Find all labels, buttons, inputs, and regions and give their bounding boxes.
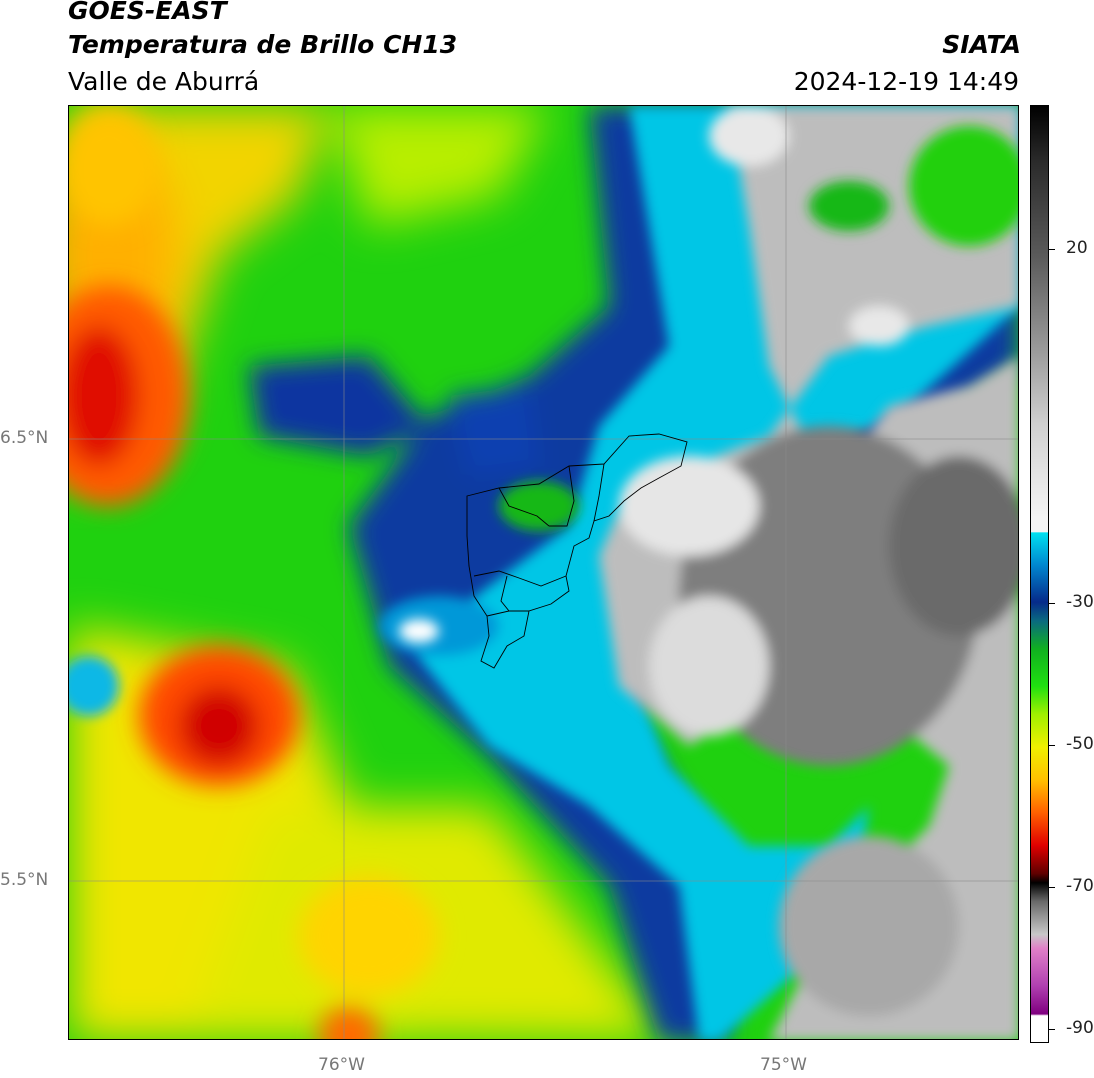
colorbar-tick (1049, 603, 1055, 604)
lat-tick-label: 5.5°N (0, 870, 49, 890)
colorbar-tick (1049, 1029, 1055, 1030)
lat-tick-label: 6.5°N (0, 428, 49, 448)
cold-cloud-tops (399, 106, 1018, 1039)
lon-tick-label: 76°W (318, 1055, 365, 1075)
lon-tick-label: 75°W (760, 1055, 807, 1075)
colorbar-tick (1049, 887, 1055, 888)
green-pockets (499, 126, 1018, 531)
satellite-title: GOES-EAST (68, 0, 227, 25)
map-canvas (69, 106, 1018, 1039)
colorbar-tick (1049, 745, 1055, 746)
datetime-label: 2024-12-19 14:49 (793, 67, 1019, 96)
region-subtitle: Valle de Aburrá (68, 67, 260, 96)
colorbar-label: -30 (1066, 592, 1094, 612)
agency-label: SIATA (942, 30, 1021, 59)
colorbar-label: -50 (1066, 734, 1094, 754)
colorbar-label: 20 (1066, 238, 1088, 258)
colorbar-label: -70 (1066, 876, 1094, 896)
colorbar-tick (1049, 249, 1055, 250)
temperature-colorbar (1030, 105, 1049, 1043)
colorbar-label: -90 (1066, 1018, 1094, 1038)
product-title: Temperatura de Brillo CH13 (68, 30, 458, 59)
gridlines (69, 106, 1018, 1039)
municipal-boundaries (466, 433, 688, 669)
brightness-temperature-map (68, 105, 1019, 1040)
hot-spots (69, 106, 439, 1039)
